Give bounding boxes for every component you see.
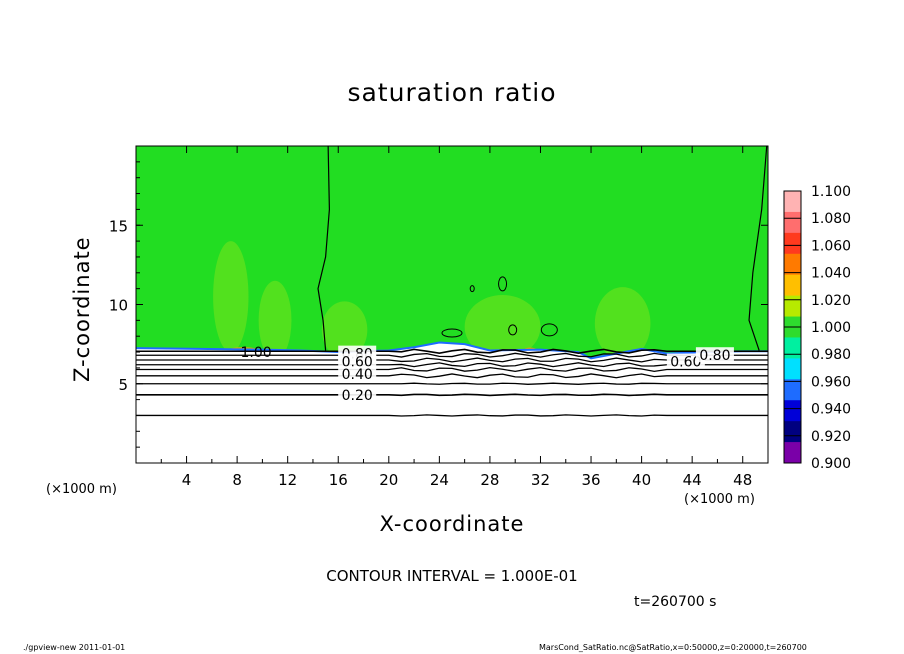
x-tick-label: 4 [182,471,192,489]
contour-line [748,145,768,351]
contour-label-bg [666,353,705,369]
contour-label: 1.00 [240,345,271,361]
colorbar-segment [784,232,801,255]
colorbar-segment [784,253,801,276]
contour-label: 0.60 [670,355,701,371]
x-tick-label: 8 [232,471,242,489]
contour-line [317,145,330,351]
footer-left-text: ./gpview-new 2011-01-01 [23,643,126,652]
x-tick-label: 36 [581,471,600,489]
chart-title: saturation ratio [347,78,557,107]
colorbar-segment [784,191,801,213]
colorbar-label: 1.000 [811,320,851,336]
footer-right-text: MarsCond_SatRatio.nc@SatRatio,x=0:50000,… [539,643,807,652]
x-axis-unit-left: (×1000 m) [46,482,117,497]
supersaturation-patch [258,280,292,360]
colorbar-segment [784,211,801,234]
colorbar-label: 1.060 [811,238,851,254]
contour-line [498,276,508,292]
contour-label-bg [338,386,377,402]
contour-label-bg [338,353,377,369]
supersaturation-patch [321,301,368,359]
contour-line [136,382,768,385]
contour-line [441,328,463,338]
y-tick-label: 5 [118,376,128,394]
contour-line [136,352,768,358]
colorbar-segment [784,295,801,318]
colorbar-segment [784,358,801,380]
colorbar-segment [784,442,801,464]
x-tick-label: 32 [531,471,550,489]
colorbar-segment [784,421,801,443]
contour-line [136,348,768,354]
contour-label: 0.80 [699,348,730,364]
colorbar-label: 0.920 [811,429,851,445]
supersaturation-patch [594,287,651,360]
x-tick-label: 28 [480,471,499,489]
y-tick-label: 15 [109,217,128,235]
colorbar-label: 0.980 [811,347,851,363]
x-tick-label: 20 [379,471,398,489]
colorbar-segment [784,400,801,422]
colorbar-label: 1.020 [811,293,851,309]
x-tick-label: 16 [329,471,348,489]
contour-line [508,324,518,336]
x-axis-label: X-coordinate [379,512,525,536]
contour-label: 0.20 [342,388,373,404]
contour-line [136,362,768,368]
colorbar-label: 0.900 [811,456,851,472]
colorbar-segment [784,337,801,359]
colorbar-label: 1.040 [811,266,851,282]
contour-label-bg [695,347,734,363]
contour-line [540,323,558,337]
x-tick-label: 24 [430,471,449,489]
colorbar-segment [784,274,801,297]
contour-line [136,393,768,397]
colorbar-segment [784,379,801,401]
time-label: t=260700 s [634,594,717,610]
unsaturated-field [136,342,768,463]
supersaturation-patch [213,241,249,353]
supersaturation-patch [464,294,541,359]
contour-line [136,373,768,379]
x-tick-label: 48 [733,471,752,489]
contour-line [469,285,475,293]
colorbar-label: 0.940 [811,402,851,418]
colorbar-label: 1.080 [811,211,851,227]
y-tick-label: 10 [109,297,128,315]
contour-label-bg [338,366,377,382]
contour-interval-text: CONTOUR INTERVAL = 1.000E-01 [326,567,578,585]
x-axis-unit-right: (×1000 m) [684,492,755,507]
colorbar-label: 0.960 [811,374,851,390]
contour-line [136,366,768,373]
x-tick-label: 12 [278,471,297,489]
contour-line [136,414,768,417]
x-tick-label: 40 [632,471,651,489]
colorbar-label: 1.100 [811,184,851,200]
contour-label: 0.40 [342,367,373,383]
contour-line [136,357,768,363]
x-tick-label: 44 [683,471,702,489]
